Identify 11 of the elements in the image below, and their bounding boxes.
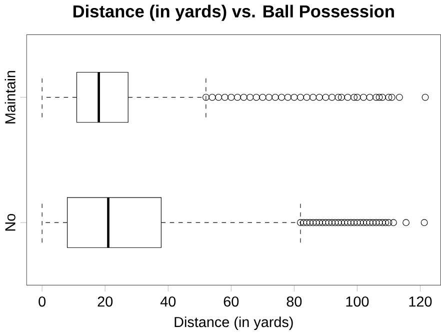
x-tick-label: 100	[346, 296, 369, 307]
x-axis-title: Distance (in yards)	[174, 316, 293, 330]
x-tick-label: 40	[160, 296, 176, 307]
x-tick-label: 80	[286, 296, 302, 307]
y-tick-label: No	[5, 214, 16, 231]
y-tick-label: Maintain	[4, 71, 16, 124]
x-tick-label: 20	[98, 296, 113, 307]
x-tick-label: 0	[38, 296, 46, 307]
x-tick-label: 60	[224, 296, 239, 307]
x-tick-label: 120	[409, 296, 432, 307]
chart-title: Distance (in yards) vs. Ball Possession	[73, 4, 394, 22]
